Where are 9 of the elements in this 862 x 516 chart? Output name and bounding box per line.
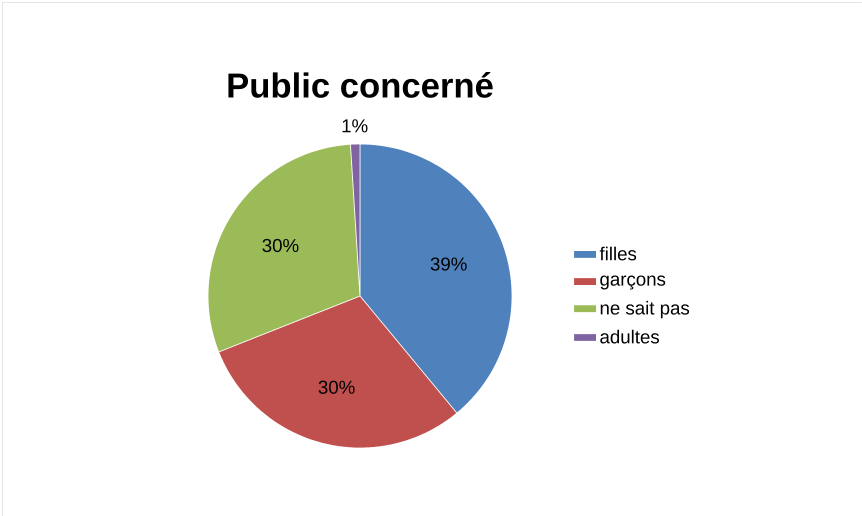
legend-label: filles (600, 246, 636, 260)
legend-label: garçons (600, 276, 666, 290)
data-label: 30% (262, 238, 298, 252)
data-label: 39% (430, 257, 467, 271)
chart-title: Public concerné (228, 72, 493, 98)
legend-label: adultes (600, 330, 660, 344)
legend-label: ne sait pas (600, 300, 690, 318)
data-label: 30% (318, 380, 355, 394)
data-label: 1% (342, 119, 368, 132)
